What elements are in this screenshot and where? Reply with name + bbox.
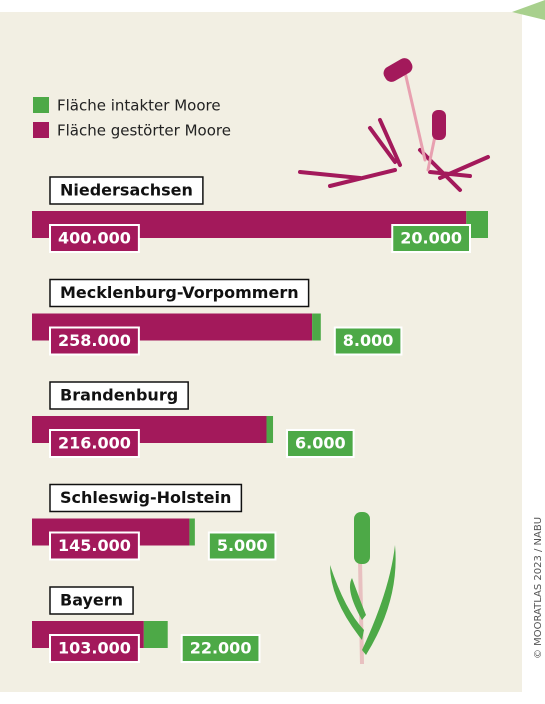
value-label-box: [49, 326, 140, 356]
value-label: 258.000: [58, 331, 131, 350]
category-box: [49, 278, 310, 308]
value-label: 103.000: [58, 639, 131, 658]
value-label-box: [207, 531, 277, 561]
bar-segment: [266, 416, 274, 443]
legend-label: Fläche gestörter Moore: [57, 122, 231, 140]
value-label-box: [391, 224, 471, 253]
category-label: Bayern: [60, 591, 123, 610]
plant-top: [298, 58, 490, 192]
value-label-box: [286, 429, 355, 458]
bar-segment: [312, 313, 321, 341]
value-label: 6.000: [295, 434, 346, 453]
value-label-box: [49, 634, 140, 663]
category-label: Niedersachsen: [60, 181, 193, 200]
legend-swatch: [33, 122, 49, 138]
value-label-box: [49, 531, 140, 561]
value-label-box: [333, 326, 403, 356]
bar-segment: [189, 518, 195, 546]
category-label: Mecklenburg-Vorpommern: [60, 283, 299, 302]
value-label: 400.000: [58, 229, 131, 248]
value-label: 22.000: [190, 639, 252, 658]
category-box: [49, 586, 134, 615]
value-label: 20.000: [400, 229, 462, 248]
corner: [512, 0, 545, 20]
legend-label: Fläche intakter Moore: [57, 97, 221, 115]
value-label: 145.000: [58, 536, 131, 555]
credit: © MOORATLAS 2023 / NABU: [533, 517, 544, 659]
category-box: [49, 381, 189, 410]
legend-swatch: [33, 97, 49, 113]
value-label-box: [49, 224, 140, 253]
bar-segment: [466, 211, 488, 238]
value-label: 5.000: [217, 536, 268, 555]
category-box: [49, 483, 243, 513]
category-box: [49, 176, 204, 205]
category-label: Schleswig-Holstein: [60, 488, 231, 507]
plant-bottom: [330, 512, 396, 665]
value-label-box: [49, 429, 140, 458]
category-label: Brandenburg: [60, 386, 178, 405]
value-label: 216.000: [58, 434, 131, 453]
bar-segment: [143, 621, 168, 648]
value-label-box: [180, 634, 261, 663]
value-label: 8.000: [343, 331, 394, 350]
